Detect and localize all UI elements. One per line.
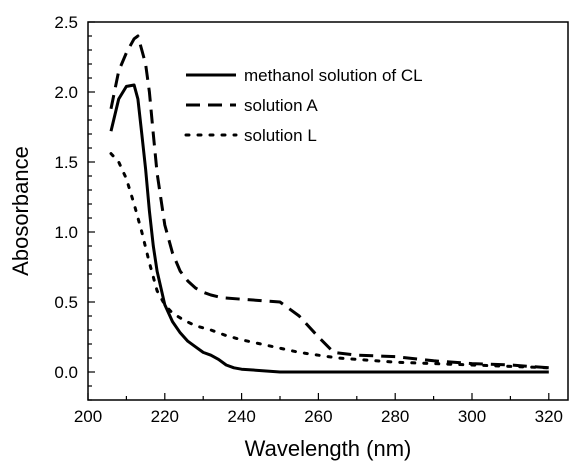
series-line-3: [109, 152, 551, 370]
x-tick-label: 260: [304, 407, 332, 426]
plot-frame: [87, 21, 569, 401]
x-axis-ticks: 200 220 240 260 280 300 320: [74, 393, 563, 426]
y-tick-label: 2.0: [54, 83, 78, 102]
legend-label-2: solution A: [244, 96, 318, 115]
legend-label-1: methanol solution of CL: [244, 66, 423, 85]
series-layer: [109, 34, 551, 374]
y-tick-label: 0.5: [54, 293, 78, 312]
x-tick-label: 320: [535, 407, 563, 426]
series-line-2: [109, 34, 549, 370]
x-tick-label: 300: [458, 407, 486, 426]
x-axis-title: Wavelength (nm): [245, 436, 412, 461]
y-tick-label: 2.5: [54, 13, 78, 32]
legend-label-3: solution L: [244, 126, 317, 145]
x-tick-label: 200: [74, 407, 102, 426]
x-tick-label: 220: [151, 407, 179, 426]
x-tick-label: 280: [381, 407, 409, 426]
y-tick-label: 1.5: [54, 153, 78, 172]
x-tick-label: 240: [227, 407, 255, 426]
y-axis-ticks: 0.0 0.5 1.0 1.5 2.0 2.5: [54, 13, 95, 401]
legend: methanol solution of CL solution A solutio…: [184, 66, 423, 145]
y-tick-label: 1.0: [54, 223, 78, 242]
series-line-1: [109, 83, 549, 374]
y-tick-label: 0.0: [54, 363, 78, 382]
y-axis-title: Abosorbance: [8, 146, 33, 276]
